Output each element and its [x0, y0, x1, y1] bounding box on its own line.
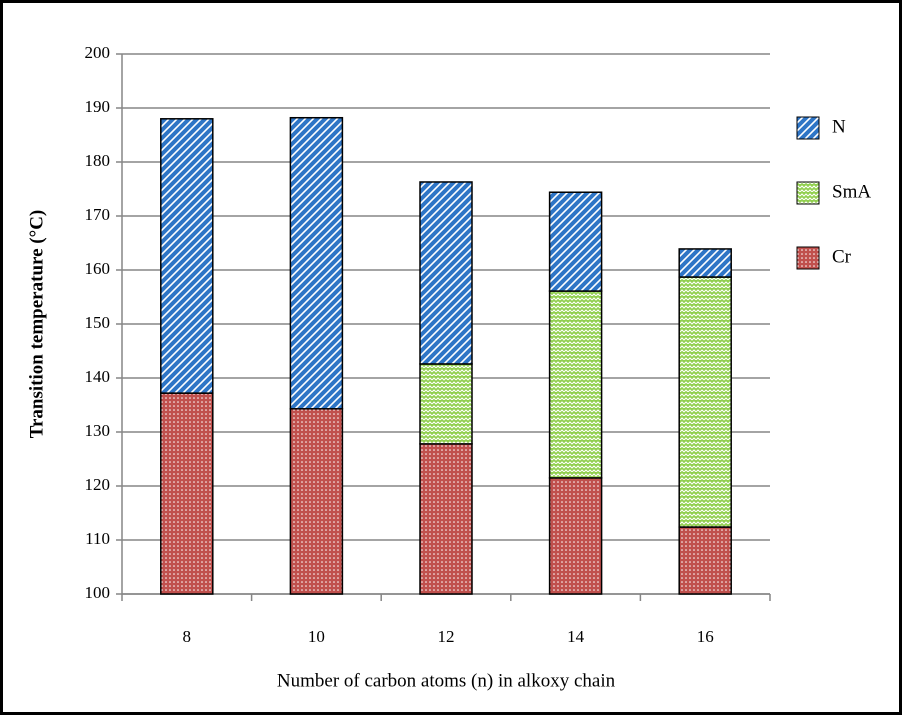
y-tick-label: 180	[85, 151, 111, 170]
bar-segment	[160, 392, 214, 595]
bar-segment	[419, 363, 473, 445]
y-tick-label: 190	[85, 97, 111, 116]
bar-segment	[160, 118, 214, 394]
bar-segment	[678, 276, 732, 528]
y-axis-label: Transition temperature (°C)	[26, 210, 47, 439]
bar-segment	[548, 191, 603, 292]
x-tick-label: 12	[438, 627, 455, 646]
bar-segment	[548, 477, 603, 595]
y-tick-label: 140	[85, 367, 111, 386]
bar-segment	[548, 290, 603, 479]
y-tick-label: 200	[85, 43, 111, 62]
legend-label: SmA	[832, 181, 871, 202]
bar-segment	[289, 408, 344, 595]
y-tick-label: 100	[85, 583, 111, 602]
legend-swatch	[796, 116, 820, 140]
legend-swatch	[796, 181, 820, 205]
x-axis-label: Number of carbon atoms (n) in alkoxy cha…	[277, 670, 616, 691]
y-tick-label: 130	[85, 421, 111, 440]
bar-segment	[678, 526, 732, 595]
bar-segment	[678, 248, 732, 278]
legend-label: N	[832, 116, 846, 137]
y-tick-label: 170	[85, 205, 111, 224]
bar-segment	[419, 443, 473, 595]
x-tick-label: 10	[308, 627, 325, 646]
bar-segment	[419, 181, 473, 365]
legend-label: Cr	[832, 246, 852, 267]
y-tick-label: 110	[85, 529, 110, 548]
y-tick-label: 150	[85, 313, 111, 332]
x-tick-label: 8	[183, 627, 192, 646]
legend-swatch	[796, 246, 820, 270]
x-tick-label: 16	[697, 627, 714, 646]
y-tick-label: 160	[85, 259, 111, 278]
x-tick-label: 14	[567, 627, 585, 646]
bar-segment	[289, 116, 344, 410]
y-tick-label: 120	[85, 475, 111, 494]
